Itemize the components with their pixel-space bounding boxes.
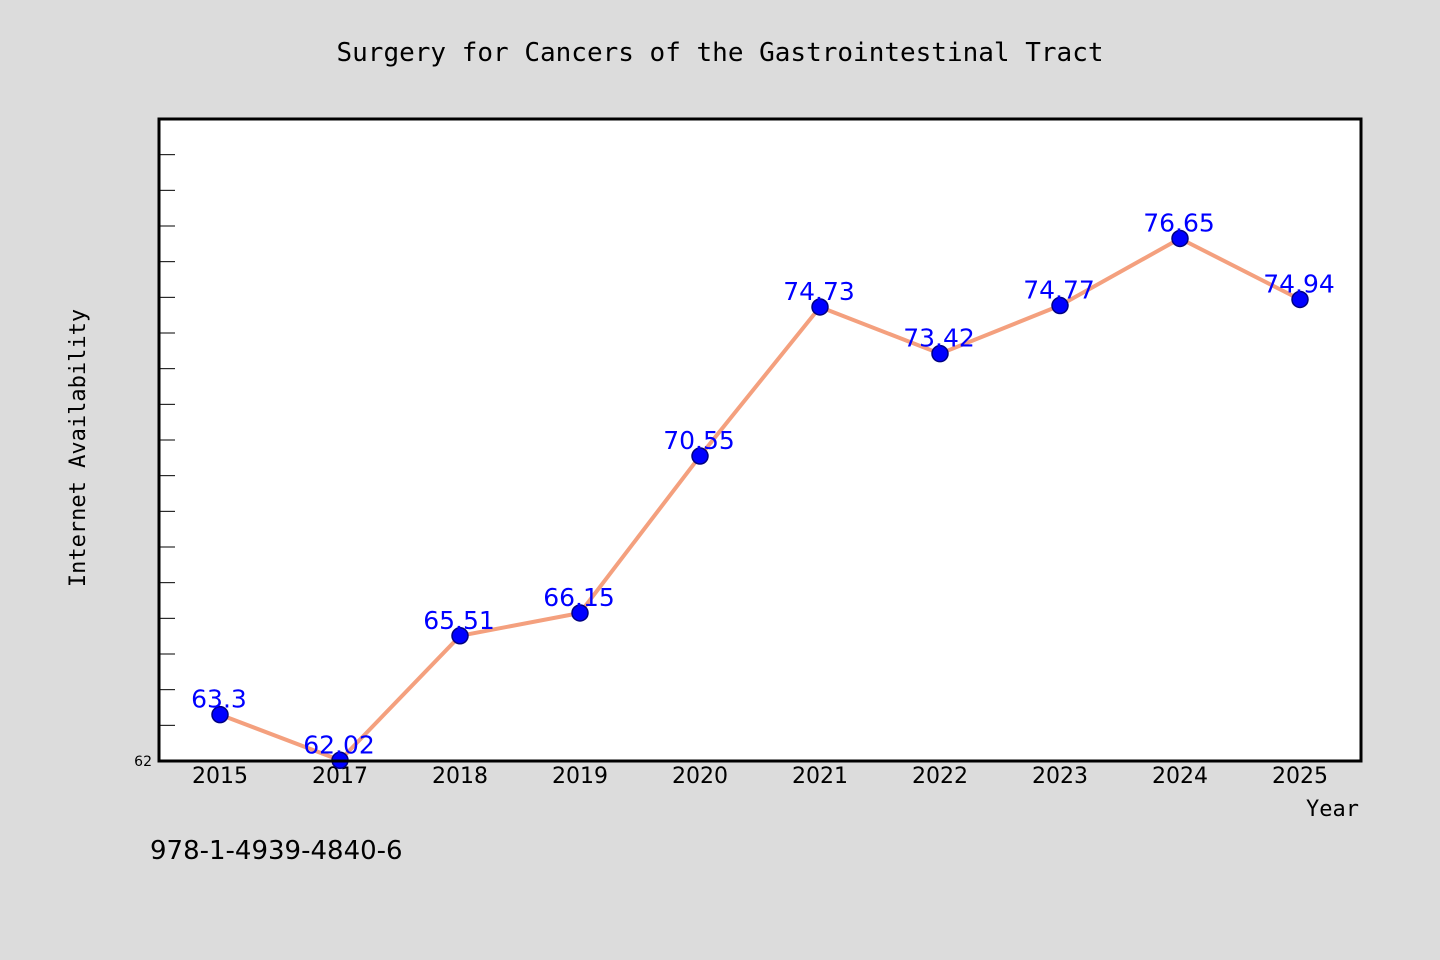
x-tick-label: 2025: [1272, 764, 1328, 789]
data-point: [571, 604, 589, 622]
y-axis-ticks: [159, 118, 175, 726]
series-line-group: [218, 236, 1302, 763]
data-label: 66.15: [543, 583, 615, 612]
data-label: 62.02: [303, 730, 375, 759]
chart-title: Surgery for Cancers of the Gastrointesti…: [336, 38, 1103, 68]
data-label: 73.42: [903, 324, 975, 353]
data-point: [1291, 290, 1309, 309]
data-point: [451, 627, 469, 645]
series-line: [218, 236, 1302, 763]
data-label: 76.65: [1143, 208, 1215, 237]
data-label: 70.55: [663, 426, 735, 455]
data-point: [931, 344, 949, 363]
plot-frame: [157, 117, 1363, 763]
footer-code: 978-1-4939-4840-6: [150, 836, 403, 866]
x-tick-label: 2019: [552, 764, 608, 789]
y-axis-tick-labels: 62: [134, 754, 152, 770]
data-markers: [211, 229, 1309, 770]
x-axis-label: Year: [1306, 797, 1359, 822]
data-point: [811, 298, 829, 316]
data-labels: 63.3 62.02 65.51 66.15 70.55 74.73 73.42 74.77 7…: [191, 208, 1335, 759]
x-tick-label: 2015: [192, 764, 248, 789]
x-tick-label: 2020: [672, 764, 728, 789]
data-label: 65.51: [423, 606, 495, 635]
plot-area: [159, 119, 1361, 761]
data-label: 63.3: [191, 685, 247, 714]
data-label: 74.94: [1263, 269, 1335, 298]
data-point: [691, 447, 709, 465]
x-tick-label: 2024: [1152, 764, 1208, 789]
data-label: 74.77: [1023, 276, 1095, 305]
x-tick-label: 2022: [912, 764, 968, 789]
x-axis-tick-labels: 2015 2017 2018 2019 2020 2021 2022 2023 2024 2025: [192, 764, 1328, 789]
data-point: [1171, 229, 1189, 248]
data-point: [1051, 296, 1069, 315]
y-tick-label: 62: [134, 754, 152, 770]
y-axis-label: Internet Availability: [66, 309, 91, 587]
data-label: 74.73: [783, 277, 855, 306]
x-tick-label: 2023: [1032, 764, 1088, 789]
x-tick-label: 2021: [792, 764, 848, 789]
data-point: [211, 705, 229, 724]
x-tick-label: 2018: [432, 764, 488, 789]
